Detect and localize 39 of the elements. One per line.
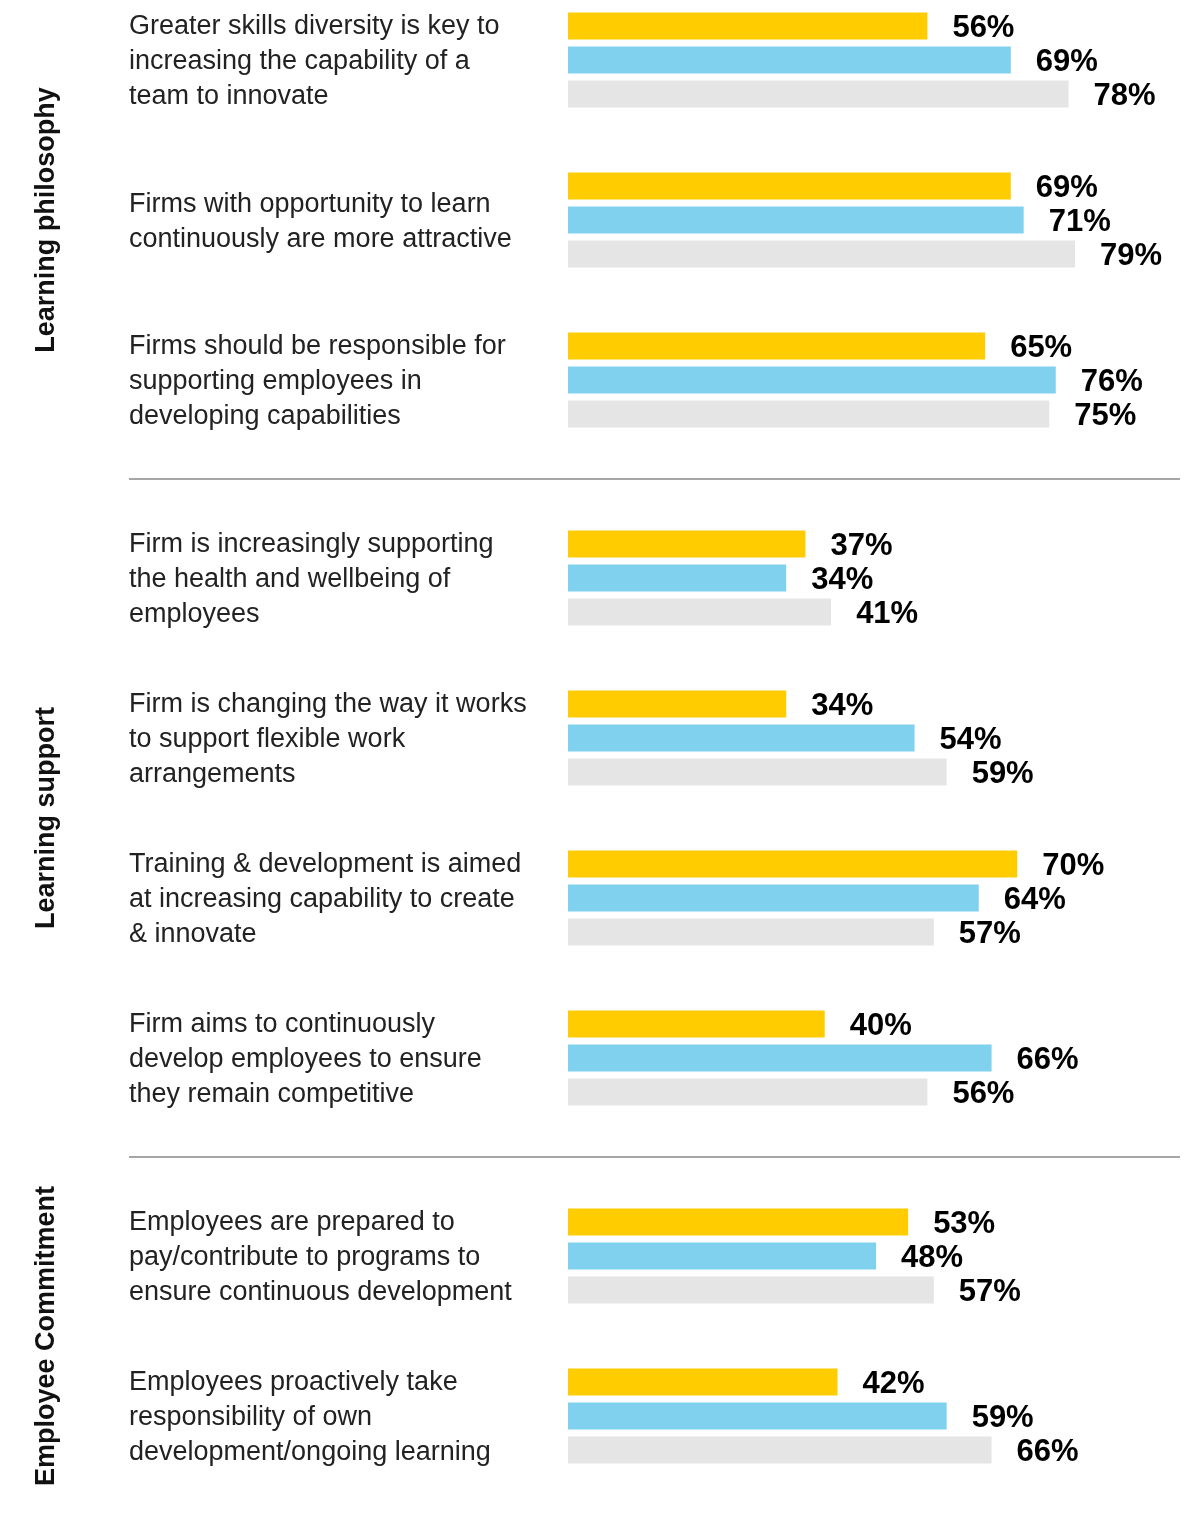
data-label: 59% xyxy=(971,1399,1034,1434)
data-label: 59% xyxy=(971,755,1034,790)
data-label: 78% xyxy=(1093,77,1156,112)
data-label: 41% xyxy=(856,595,919,630)
y-tick-label: Employees are prepared to pay/contribute to programs to ensure continuous development xyxy=(129,1206,513,1306)
data-label: 42% xyxy=(862,1365,925,1400)
text: Learning philosophy xyxy=(30,87,60,353)
data-label: 65% xyxy=(1010,329,1073,364)
y-tick-label: Greater skills diversity is key to increasing the capability of a team to innovate xyxy=(129,10,500,110)
data-label: 76% xyxy=(1080,363,1143,398)
data-label: 53% xyxy=(933,1205,996,1240)
y-tick-label: Firms should be responsible for supporting employees in developing capabilities xyxy=(129,330,506,430)
data-label: 48% xyxy=(901,1239,964,1274)
data-label: 64% xyxy=(1003,881,1066,916)
y-tick-label: Firms with opportunity to learn continuously are more attractive xyxy=(129,187,512,253)
data-label: 66% xyxy=(1016,1433,1079,1468)
data-label: 75% xyxy=(1074,397,1137,432)
text: Learning support xyxy=(30,706,60,929)
data-label: 54% xyxy=(939,721,1002,756)
data-label: 57% xyxy=(958,915,1021,950)
y-tick-label: Firm is increasingly supporting the health and wellbeing of employees xyxy=(129,528,494,628)
y-tick-label: Firm is changing the way it works to support flexible work arrangements xyxy=(129,688,527,788)
data-label: 34% xyxy=(811,561,874,596)
data-label: 69% xyxy=(1035,169,1098,204)
data-label: 56% xyxy=(952,1075,1015,1110)
data-label: 79% xyxy=(1100,237,1163,272)
data-label: 34% xyxy=(811,687,874,722)
data-label: 66% xyxy=(1016,1041,1079,1076)
y-tick-label: Training & development is aimed at increasing capability to create & innovate xyxy=(129,848,522,948)
data-label: 40% xyxy=(849,1007,912,1042)
y-tick-label: Firm aims to continuously develop employees to ensure they remain competitive xyxy=(129,1008,482,1108)
y-tick-label: Employees proactively take responsibility of own development/ongoing learning xyxy=(129,1366,491,1466)
data-label: 69% xyxy=(1035,43,1098,78)
data-label: 37% xyxy=(830,527,893,562)
data-label: 71% xyxy=(1048,203,1111,238)
text: Employee Commitment xyxy=(30,1185,60,1487)
data-label: 56% xyxy=(952,9,1015,44)
data-label: 57% xyxy=(958,1273,1021,1308)
data-label: 70% xyxy=(1042,847,1105,882)
